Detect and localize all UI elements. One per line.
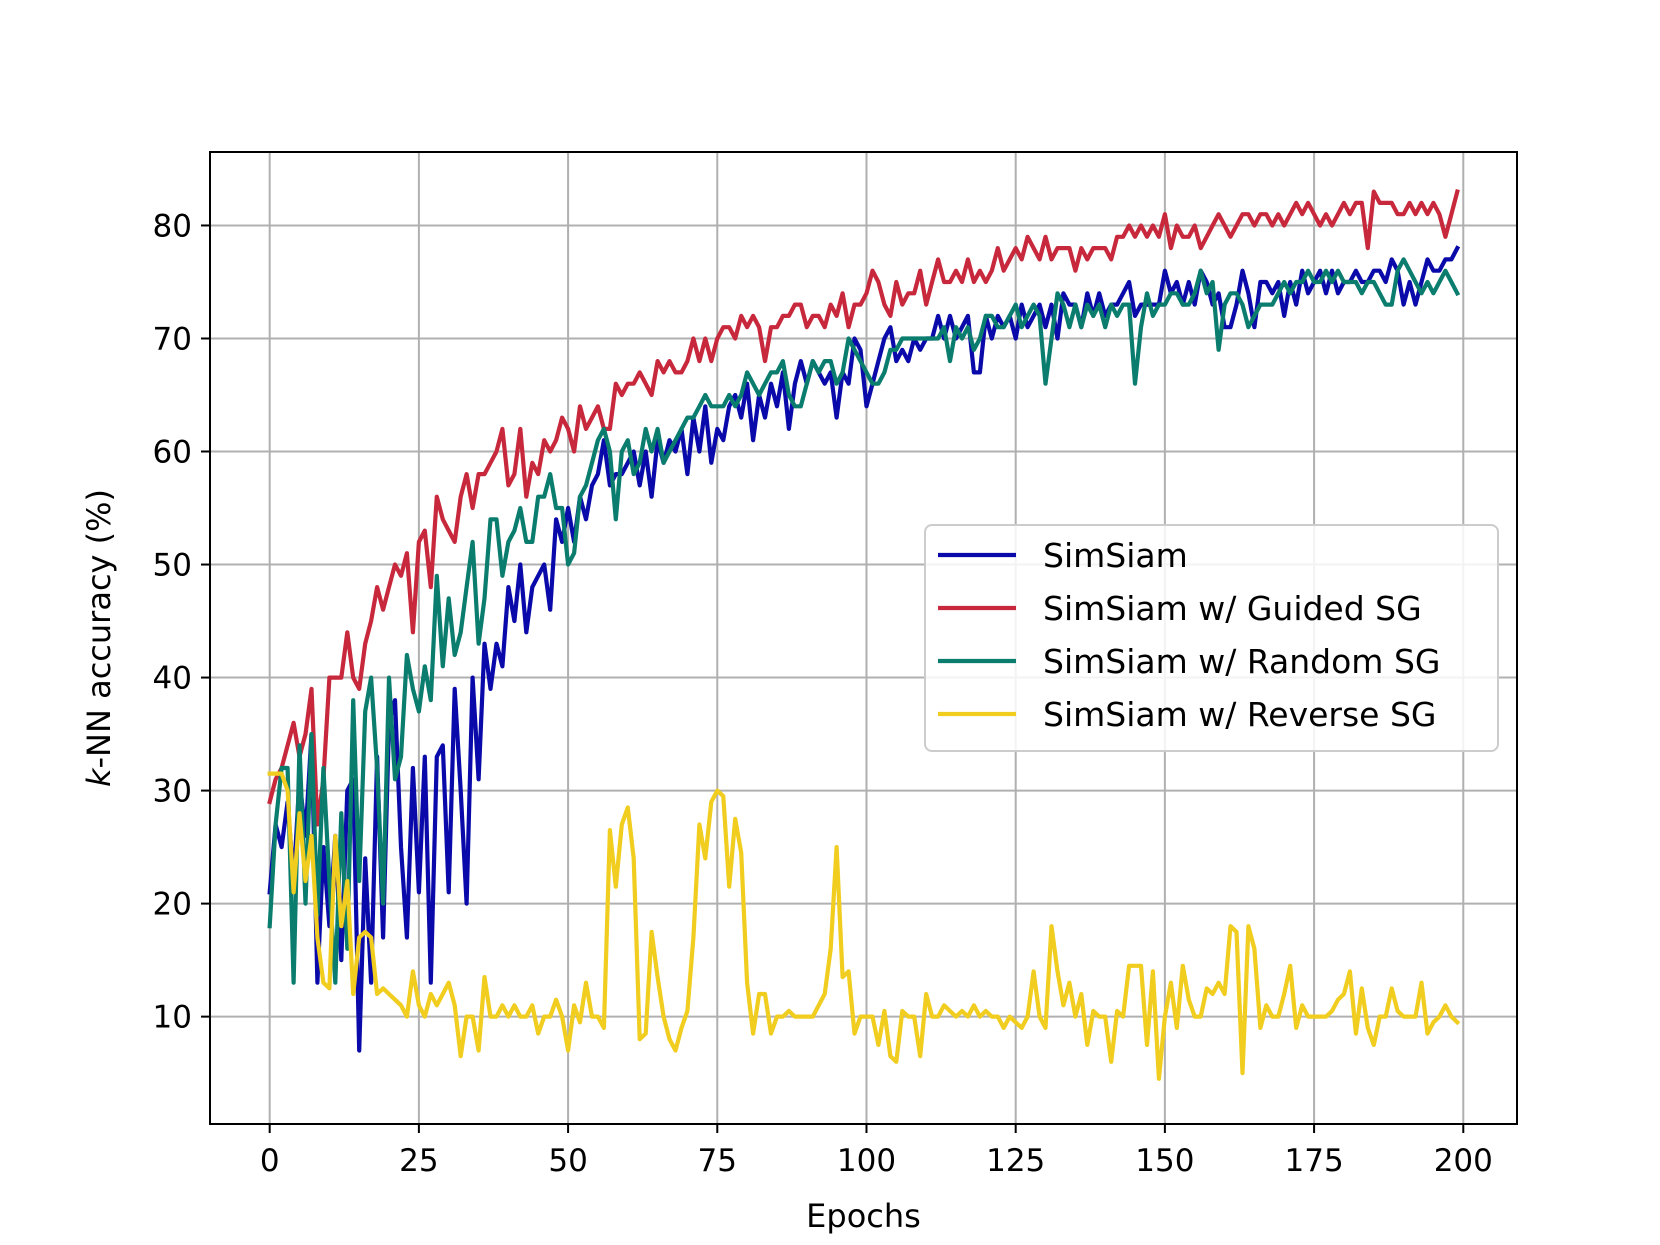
plot-frame xyxy=(209,151,1518,1125)
x-tick-label-150: 150 xyxy=(1135,1143,1194,1179)
x-tick-label-25: 25 xyxy=(399,1143,438,1179)
series-group xyxy=(267,189,1461,1081)
y-axis-label: k-NN accuracy (%) xyxy=(80,489,118,787)
x-tick-label-100: 100 xyxy=(837,1143,896,1179)
x-tick-label-0: 0 xyxy=(260,1143,280,1179)
x-axis-label: Epochs xyxy=(806,1197,921,1235)
legend-label-1: SimSiam w/ Guided SG xyxy=(1043,589,1422,628)
series-line-3 xyxy=(267,771,1461,1081)
x-tick-label-125: 125 xyxy=(986,1143,1045,1179)
series-line-0 xyxy=(267,245,1461,1053)
x-tick-label-175: 175 xyxy=(1285,1143,1344,1179)
y-tick-label-70: 70 xyxy=(153,321,192,357)
y-tick-label-20: 20 xyxy=(153,887,192,923)
legend: SimSiam SimSiam w/ Guided SG SimSiam w/ Ra… xyxy=(924,524,1499,752)
axis-ticks: 0 25 50 75 100 125 150 175 200 10 20 30 40 50 60 70 80 xyxy=(153,208,1493,1179)
y-tick-label-60: 60 xyxy=(153,435,192,471)
series-line-2 xyxy=(267,257,1461,985)
legend-box xyxy=(924,524,1499,752)
y-axis-label-variable: k xyxy=(80,767,118,787)
y-tick-label-50: 50 xyxy=(153,548,192,584)
y-tick-label-10: 10 xyxy=(153,1000,192,1036)
x-tick-label-50: 50 xyxy=(548,1143,587,1179)
y-axis-label-text: -NN accuracy (%) xyxy=(80,489,118,769)
x-tick-label-200: 200 xyxy=(1434,1143,1493,1179)
series-line-1 xyxy=(267,189,1460,827)
y-tick-label-30: 30 xyxy=(153,774,192,810)
legend-label-2: SimSiam w/ Random SG xyxy=(1043,642,1440,681)
legend-label-3: SimSiam w/ Reverse SG xyxy=(1043,695,1437,734)
legend-label-0: SimSiam xyxy=(1043,536,1188,575)
y-tick-label-80: 80 xyxy=(153,208,192,244)
y-tick-label-40: 40 xyxy=(153,661,192,697)
x-tick-label-75: 75 xyxy=(698,1143,737,1179)
